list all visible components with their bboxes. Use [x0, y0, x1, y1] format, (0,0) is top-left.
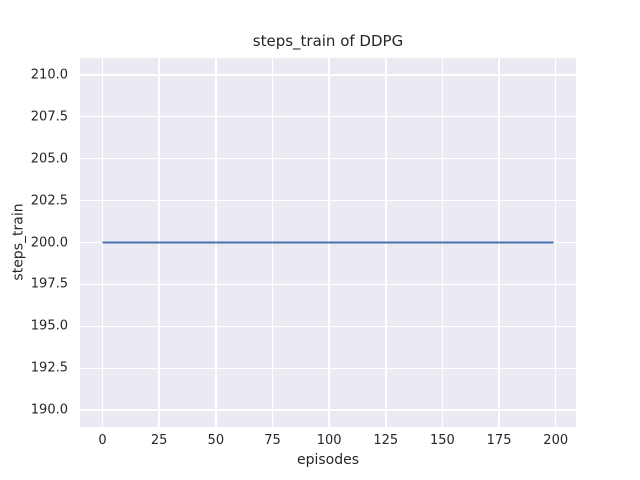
- x-axis-label: episodes: [296, 452, 360, 468]
- x-tick-label: 125: [373, 433, 399, 448]
- horizontal-gridline: [80, 115, 576, 118]
- x-tick-label: 150: [430, 433, 455, 448]
- y-tick-label: 195.0: [30, 318, 68, 334]
- y-tick-label: 202.5: [30, 193, 68, 209]
- horizontal-gridline: [80, 367, 576, 370]
- x-tick-label: 0: [98, 433, 107, 448]
- y-tick-label: 210.0: [30, 67, 68, 83]
- y-tick-label: 207.5: [30, 109, 68, 125]
- y-tick-label: 197.5: [30, 276, 68, 292]
- x-tick-label: 100: [316, 433, 342, 448]
- horizontal-gridline: [80, 283, 576, 286]
- x-tick-label: 75: [264, 433, 281, 448]
- horizontal-gridline: [80, 325, 576, 328]
- y-tick-label: 192.5: [30, 360, 68, 376]
- y-tick-label: 205.0: [30, 151, 68, 167]
- x-tick-label: 25: [150, 433, 168, 448]
- horizontal-gridline: [80, 157, 576, 160]
- plot-area: [80, 58, 576, 427]
- horizontal-gridline: [80, 199, 576, 202]
- x-tick-label: 175: [486, 433, 512, 448]
- y-tick-label: 190.0: [30, 402, 68, 418]
- x-tick-label: 50: [207, 433, 225, 448]
- y-tick-label: 200.0: [30, 235, 68, 250]
- horizontal-gridline: [80, 409, 576, 411]
- horizontal-gridline: [80, 74, 576, 76]
- series-layer: [102, 241, 554, 244]
- chart-title: steps_train of DDPG: [252, 32, 404, 50]
- x-tick-label: 200: [543, 433, 569, 448]
